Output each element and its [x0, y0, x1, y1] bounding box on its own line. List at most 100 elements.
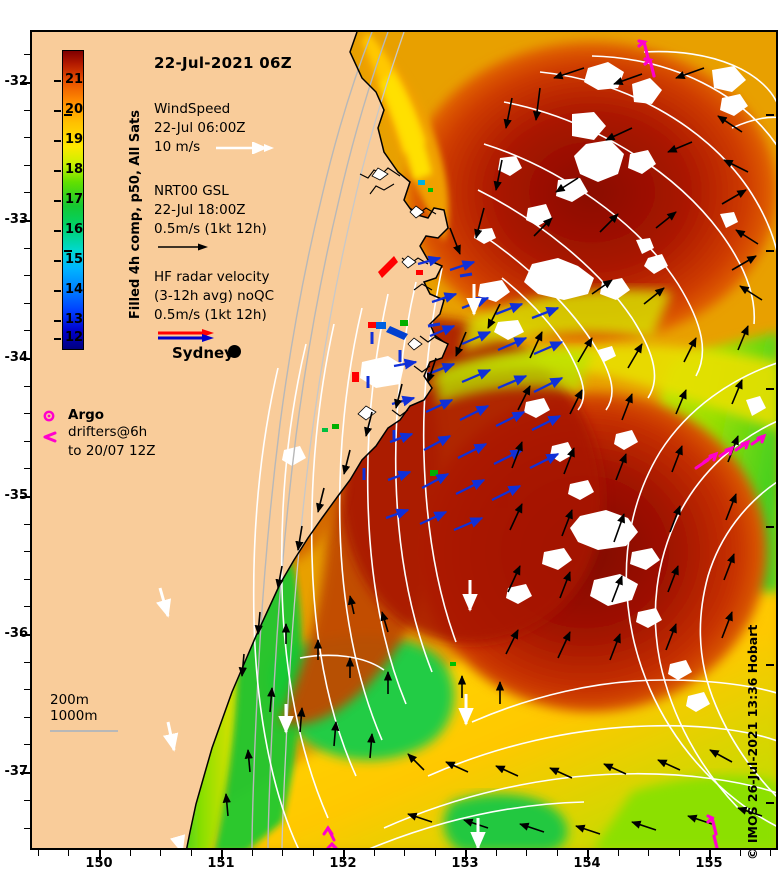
bathy-legend-200m: 200m: [50, 692, 89, 708]
colorbar-label-15: 15: [65, 252, 84, 267]
argo-legend-line3: to 20/07 12Z: [68, 443, 156, 459]
sst-colorbar: [62, 50, 84, 350]
gsl-legend-line2: 22-Jul 18:00Z: [154, 202, 246, 218]
x-minor-tick: [252, 850, 253, 856]
y-minor-tick: [24, 137, 30, 138]
bathymetry-contour-1000m: [281, 32, 405, 848]
y-major-tick: [20, 82, 30, 84]
x-minor-tick: [191, 850, 192, 856]
wind-legend: WindSpeed 22-Jul 06:00Z 10 m/s: [154, 100, 274, 157]
coastline: [186, 32, 456, 848]
bathy-legend-line: [50, 730, 118, 732]
y-minor-tick: [24, 330, 30, 331]
x-minor-tick: [404, 850, 405, 856]
colorbar-tick: [54, 80, 61, 82]
y-minor-tick: [24, 744, 30, 745]
x-major-tick: [221, 850, 223, 860]
y-minor-tick: [24, 689, 30, 690]
place-marker-sydney: [228, 345, 241, 358]
x-minor-tick: [679, 850, 680, 856]
argo-legend: Argo drifters@6h to 20/07 12Z: [40, 407, 155, 461]
colorbar-tick: [54, 338, 61, 340]
x-major-tick: [587, 850, 589, 860]
axis-tick: [766, 250, 774, 252]
cloud-gap-mask: [282, 62, 766, 712]
bathymetry-contour-200m: [251, 32, 389, 848]
x-minor-tick: [38, 850, 39, 856]
x-tick-label-153: 153: [451, 856, 479, 871]
x-major-tick: [99, 850, 101, 860]
sst-field: [32, 32, 776, 848]
colorbar-label-18: 18: [65, 162, 84, 177]
colorbar-title: Filled 4h comp, p50, All Sats: [128, 110, 143, 320]
y-minor-tick: [24, 800, 30, 801]
y-minor-tick: [24, 551, 30, 552]
y-minor-tick: [24, 579, 30, 580]
colorbar-tick: [54, 110, 61, 112]
place-label-sydney: Sydney: [172, 344, 234, 362]
page-title: 22-Jul-2021 06Z: [154, 54, 292, 72]
x-minor-tick: [130, 850, 131, 856]
gsl-legend-line1: NRT00 GSL: [154, 183, 229, 199]
y-minor-tick: [24, 524, 30, 525]
colorbar-label-19: 19: [65, 132, 84, 147]
x-minor-tick: [740, 850, 741, 856]
y-minor-tick: [24, 468, 30, 469]
axis-tick: [766, 114, 774, 116]
colorbar-label-13: 13: [65, 312, 84, 327]
x-minor-tick: [618, 850, 619, 856]
y-minor-tick: [24, 662, 30, 663]
y-tick-label--34: -34: [4, 350, 29, 365]
argo-marker-icon: [43, 410, 57, 443]
y-minor-tick: [24, 828, 30, 829]
y-major-tick: [20, 220, 30, 222]
x-minor-tick: [313, 850, 314, 856]
x-tick-label-151: 151: [207, 856, 235, 871]
axis-tick: [766, 802, 774, 804]
hf-legend-arrow-icon: [158, 329, 214, 342]
colorbar-label-12: 12: [65, 330, 84, 345]
colorbar-label-17: 17: [65, 192, 84, 207]
x-minor-tick: [648, 850, 649, 856]
map-canvas: [32, 32, 776, 848]
wind-legend-line3-row: 10 m/s: [154, 138, 274, 157]
y-minor-tick: [24, 303, 30, 304]
hf-legend-line2: (3-12h avg) noQC: [154, 288, 275, 304]
axis-tick: [766, 388, 774, 390]
colorbar-label-21: 21: [65, 72, 84, 87]
hf-legend-line1: HF radar velocity: [154, 269, 270, 285]
axis-tick: [64, 114, 72, 116]
x-minor-tick: [282, 850, 283, 856]
x-tick-label-152: 152: [329, 856, 357, 871]
x-minor-tick: [68, 850, 69, 856]
y-tick-label--36: -36: [4, 626, 29, 641]
hf-legend-line3: 0.5m/s (1kt 12h): [154, 307, 267, 323]
wind-legend-line2: 22-Jul 06:00Z: [154, 120, 246, 136]
x-tick-label-150: 150: [85, 856, 113, 871]
colorbar-tick: [54, 260, 61, 262]
colorbar-tick: [54, 320, 61, 322]
x-minor-tick: [374, 850, 375, 856]
y-minor-tick: [24, 606, 30, 607]
colorbar-tick: [54, 230, 61, 232]
map-plot-area[interactable]: 21 20 19 18 17 16 15 14 13 12 Filled 4h …: [30, 30, 778, 850]
x-minor-tick: [496, 850, 497, 856]
x-minor-tick: [435, 850, 436, 856]
x-minor-tick: [160, 850, 161, 856]
y-minor-tick: [24, 248, 30, 249]
x-major-tick: [709, 850, 711, 860]
bathy-legend-1000m: 1000m: [50, 708, 98, 724]
gsl-legend-line3: 0.5m/s (1kt 12h): [154, 221, 267, 237]
argo-legend-line2: drifters@6h: [68, 424, 148, 440]
x-tick-label-154: 154: [573, 856, 601, 871]
colorbar-tick: [54, 200, 61, 202]
axis-tick: [64, 250, 72, 252]
y-minor-tick: [24, 386, 30, 387]
x-major-tick: [465, 850, 467, 860]
y-minor-tick: [24, 165, 30, 166]
y-minor-tick: [24, 717, 30, 718]
argo-drifter-tracks: [322, 39, 767, 848]
y-major-tick: [20, 358, 30, 360]
gsl-legend-arrow-icon: [158, 243, 208, 251]
